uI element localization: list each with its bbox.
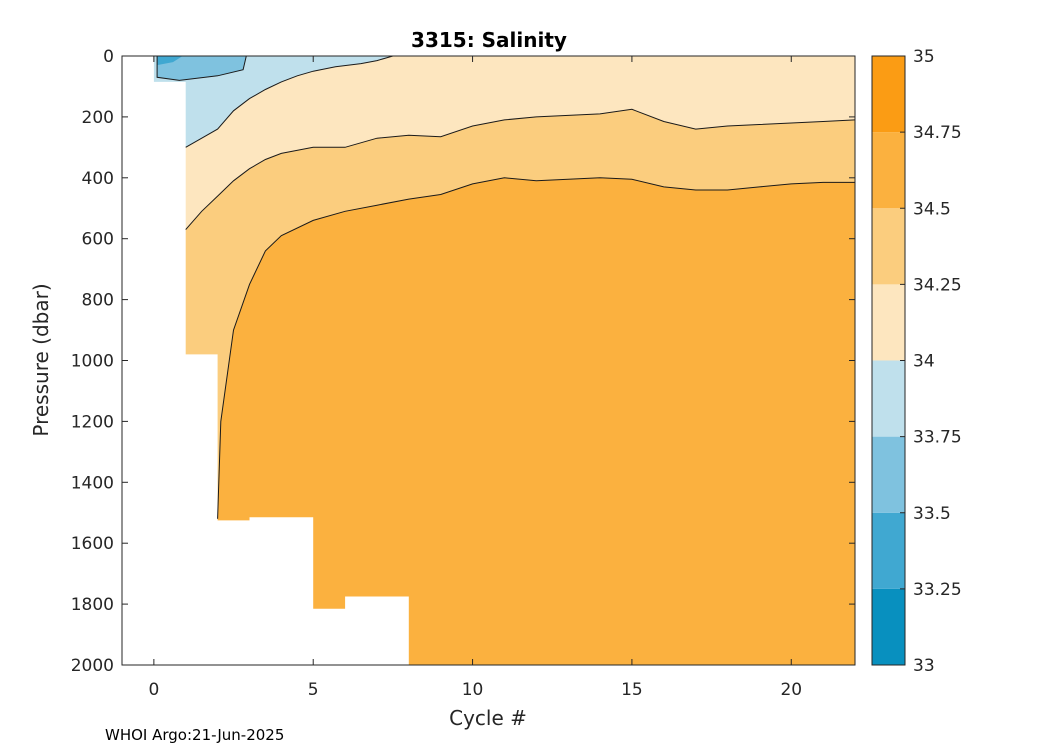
x-axis-label: Cycle # [449,706,527,730]
colorbar-tick-label: 33 [913,656,935,676]
isohaline-34.25 [185,108,855,230]
colorbar-swatch [872,284,905,361]
colorbar-tick-label: 34.75 [913,123,962,143]
x-tick-label: 0 [148,680,159,700]
band-34-34.25 [122,56,855,230]
colorbar-swatch [872,512,905,589]
missing-data-mask [122,56,409,665]
colorbar-tick-label: 35 [913,47,935,67]
colorbar: 33 33.25 33.5 33.75 34 34.25 34.5 34.75 35 [871,47,962,676]
colorbar-swatch [872,56,905,133]
x-axis: 0 5 10 15 20 [148,56,802,700]
y-tick-label: 1200 [71,412,114,432]
colorbar-swatch [872,208,905,285]
y-tick-label: 800 [82,291,114,311]
band-33.25-33.5 [157,56,183,66]
isohaline-34 [185,56,394,148]
colorbar-tick-label: 34.5 [913,199,951,219]
colorbar-tick-label: 34.25 [913,275,962,295]
isohaline-lines [156,56,855,519]
colorbar-tick-label: 33.25 [913,580,962,600]
colorbar-tick-label: 33.5 [913,504,951,524]
isohaline-33.75 [156,56,247,81]
colorbar-swatch [872,132,905,209]
x-tick-label: 20 [780,680,802,700]
isohaline-34.5 [217,177,855,519]
footer-credit: WHOI Argo:21-Jun-2025 [105,726,284,744]
band-33.5-33.75 [157,56,247,81]
missing-data-region [122,56,409,665]
y-tick-label: 2000 [71,656,114,676]
x-tick-label: 15 [621,680,643,700]
colorbar-swatch [872,436,905,513]
y-axis: 0 200 400 600 800 1000 1200 1400 1600 1800 2000 [71,47,855,676]
y-tick-label: 400 [82,169,114,189]
x-tick-label: 10 [462,680,484,700]
y-tick-label: 1400 [71,473,114,493]
band-34.25-34.5-left [122,56,855,519]
colorbar-swatch [872,360,905,437]
colorbar-tick-label: 33.75 [913,428,962,448]
y-tick-label: 0 [103,47,114,67]
y-tick-label: 200 [82,108,114,128]
y-tick-label: 1000 [71,352,114,372]
colorbar-tick-label: 34 [913,352,935,372]
y-tick-label: 1800 [71,595,114,615]
y-axis-label: Pressure (dbar) [29,283,53,436]
chart-title: 3315: Salinity [411,28,567,52]
colorbar-swatch [872,588,905,665]
y-tick-label: 600 [82,230,114,250]
y-tick-label: 1600 [71,534,114,554]
x-tick-label: 5 [308,680,319,700]
